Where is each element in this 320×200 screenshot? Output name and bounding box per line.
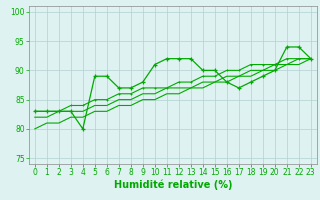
X-axis label: Humidité relative (%): Humidité relative (%) — [114, 180, 232, 190]
